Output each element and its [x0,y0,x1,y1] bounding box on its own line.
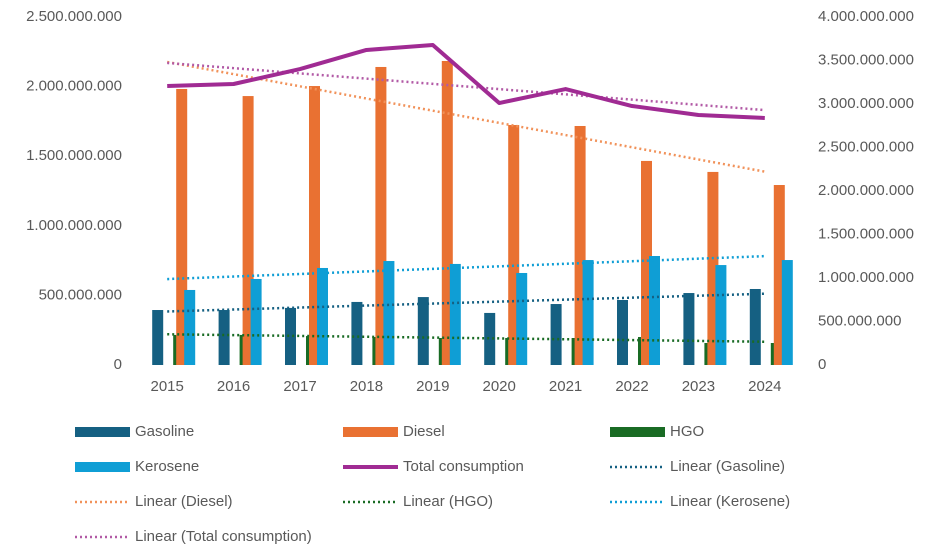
y2-tick-label: 2.000.000.000 [818,182,914,199]
legend-label: Linear (Kerosene) [670,493,790,510]
bar [508,125,520,366]
bar [707,171,719,365]
bar [617,299,628,365]
legend-swatch [75,462,130,472]
x-tick-label: 2018 [350,378,383,395]
legend-label: HGO [670,423,704,440]
y-tick-label: 2.000.000.000 [26,78,122,95]
legend-label: Diesel [403,423,445,440]
y2-tick-label: 3.000.000.000 [818,95,914,112]
bar [417,297,429,365]
bar [749,288,761,365]
y-tick-label: 500.000.000 [39,286,122,303]
bar [683,293,695,365]
legend-swatch [610,427,665,437]
bar [176,88,188,365]
bar [574,125,586,366]
x-tick-label: 2016 [217,378,250,395]
y2-tick-label: 4.000.000.000 [818,8,914,25]
bar [184,289,196,365]
y2-tick-label: 1.500.000.000 [818,225,914,242]
bar [383,261,395,365]
bar [317,267,328,365]
x-tick-label: 2023 [682,378,715,395]
y-tick-label: 1.000.000.000 [26,217,122,234]
legend-label: Linear (Diesel) [135,493,233,510]
legend-swatch [75,427,130,437]
bar [285,307,296,365]
bar [641,160,652,365]
bar [441,60,453,365]
y-tick-label: 1.500.000.000 [26,147,122,164]
bar [649,256,660,365]
bar [351,301,363,365]
y2-tick-label: 0 [818,356,826,373]
legend-swatch [343,427,398,437]
y-tick-label: 0 [114,356,122,373]
line-series [167,43,765,121]
trendline [167,254,765,281]
x-tick-label: 2022 [615,378,648,395]
x-tick-label: 2015 [151,378,184,395]
x-tick-label: 2017 [283,378,316,395]
x-tick-label: 2024 [748,378,781,395]
bar [152,310,164,365]
bar [449,263,461,365]
trendline [167,61,765,112]
y2-tick-label: 2.500.000.000 [818,138,914,155]
x-tick-label: 2019 [416,378,449,395]
bar [550,304,562,365]
bar [242,96,254,365]
bar [516,272,528,365]
bar [250,278,262,365]
y2-tick-label: 1.000.000.000 [818,269,914,286]
bar [375,66,387,365]
bar [309,86,320,365]
y2-tick-label: 500.000.000 [818,312,901,329]
x-tick-label: 2021 [549,378,582,395]
bar [484,312,496,365]
trendline [166,60,766,173]
bar [773,185,785,365]
legend-label: Linear (Total consumption) [135,528,312,545]
bar [582,260,594,365]
bar [781,260,793,365]
legend-label: Linear (Gasoline) [670,458,785,475]
bar [715,265,727,365]
legend-label: Gasoline [135,423,194,440]
legend-label: Kerosene [135,458,199,475]
legend-label: Total consumption [403,458,524,475]
legend-label: Linear (HGO) [403,493,493,510]
bar [218,310,230,365]
y-tick-label: 2.500.000.000 [26,8,122,25]
x-tick-label: 2020 [483,378,516,395]
y2-tick-label: 3.500.000.000 [818,51,914,68]
